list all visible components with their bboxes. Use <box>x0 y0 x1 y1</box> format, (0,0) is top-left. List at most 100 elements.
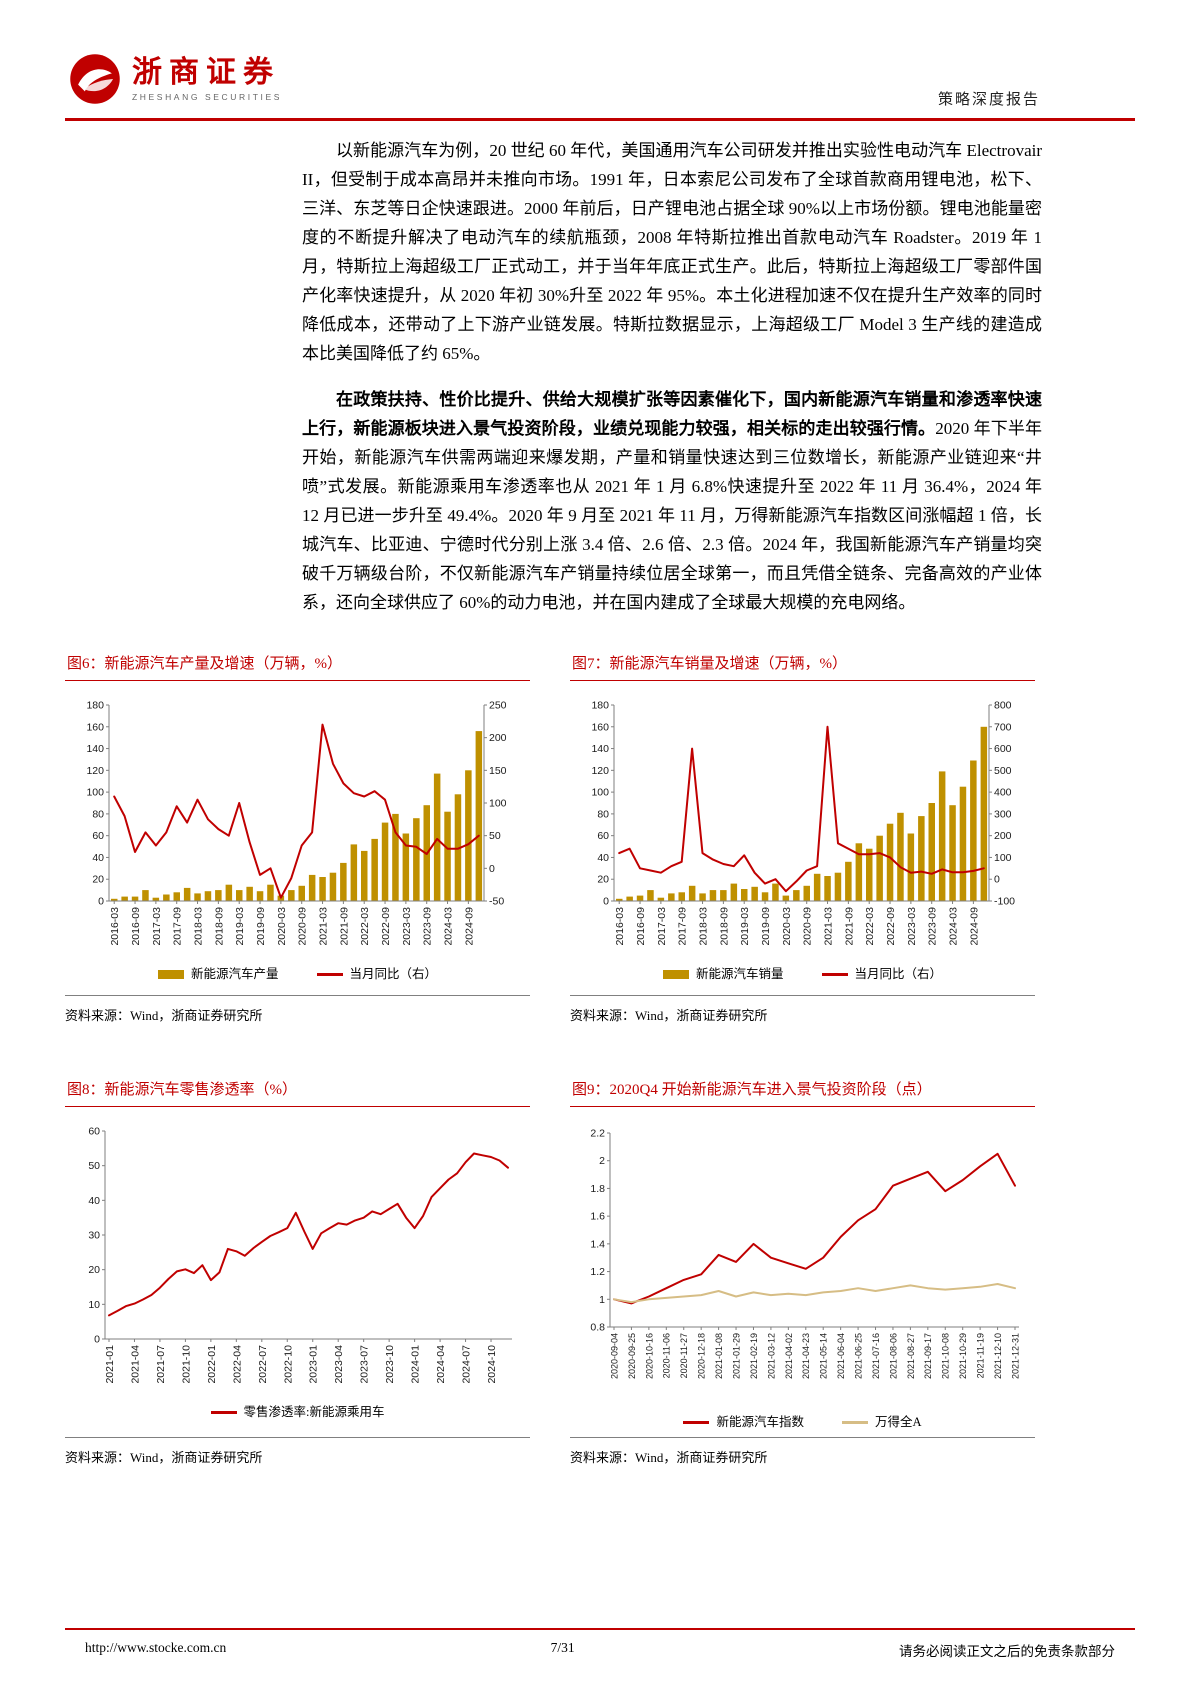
svg-text:1.6: 1.6 <box>590 1211 605 1223</box>
svg-text:2024-04: 2024-04 <box>435 1345 447 1384</box>
figure-9-legend: 新能源汽车指数 万得全A <box>570 1415 1035 1430</box>
legend-label: 新能源汽车产量 <box>190 967 279 981</box>
svg-text:2023-01: 2023-01 <box>308 1345 320 1384</box>
svg-text:2021-08-27: 2021-08-27 <box>906 1333 916 1379</box>
svg-text:2021-09: 2021-09 <box>843 907 855 946</box>
figure-9-title: 图9：2020Q4 开始新能源汽车进入景气投资阶段（点） <box>570 1078 1035 1107</box>
footer-disclaimer: 请务必阅读正文之后的免责条款部分 <box>899 1644 1115 1659</box>
svg-text:2021-05-14: 2021-05-14 <box>819 1333 829 1379</box>
svg-text:2020-11-27: 2020-11-27 <box>679 1333 689 1378</box>
footer-divider <box>65 1628 1135 1630</box>
svg-text:2016-09: 2016-09 <box>635 907 647 946</box>
svg-text:200: 200 <box>994 830 1012 842</box>
svg-text:2016-03: 2016-03 <box>109 907 121 946</box>
svg-text:2016-09: 2016-09 <box>130 907 142 946</box>
svg-text:2022-09: 2022-09 <box>380 907 392 946</box>
svg-text:2018-09: 2018-09 <box>213 907 225 946</box>
svg-text:1: 1 <box>599 1294 605 1306</box>
figures-row-1: 图6：新能源汽车产量及增速（万辆，%） 0 20 40 60 80 100 120 140 16… <box>65 652 1135 1024</box>
report-type-label: 策略深度报告 <box>937 91 1040 108</box>
svg-text:120: 120 <box>86 765 104 777</box>
svg-text:2021-06-25: 2021-06-25 <box>854 1333 864 1379</box>
legend-label: 零售渗透率:新能源乘用车 <box>243 1405 385 1419</box>
svg-text:2020-09-25: 2020-09-25 <box>627 1333 637 1379</box>
svg-text:2023-03: 2023-03 <box>401 907 413 946</box>
figure-9-source: 资料来源：Wind，浙商证券研究所 <box>570 1437 1035 1466</box>
svg-text:0: 0 <box>489 863 495 875</box>
svg-text:2021-06-04: 2021-06-04 <box>836 1333 846 1379</box>
figure-8-source: 资料来源：Wind，浙商证券研究所 <box>65 1437 530 1466</box>
svg-text:2021-03: 2021-03 <box>823 907 835 946</box>
svg-text:100: 100 <box>489 798 507 810</box>
footer: http://www.stocke.com.cn 7/31 请务必阅读正文之后的… <box>65 1640 1135 1660</box>
figure-6-source: 资料来源：Wind，浙商证券研究所 <box>65 995 530 1024</box>
svg-text:500: 500 <box>994 765 1012 777</box>
legend-label: 当月同比（右） <box>349 967 438 981</box>
svg-text:2017-09: 2017-09 <box>172 907 184 946</box>
legend-swatch-bar <box>157 970 184 979</box>
logo-icon <box>70 54 120 104</box>
svg-text:2022-01: 2022-01 <box>206 1345 218 1384</box>
legend-label: 万得全A <box>874 1415 922 1429</box>
svg-text:60: 60 <box>597 830 609 842</box>
svg-text:2020-09: 2020-09 <box>802 907 814 946</box>
logo-text: 浙商证券 ZHESHANG SECURITIES <box>132 56 282 102</box>
svg-text:2021-07: 2021-07 <box>155 1345 167 1384</box>
svg-text:40: 40 <box>88 1195 100 1207</box>
svg-text:40: 40 <box>92 852 104 864</box>
svg-text:700: 700 <box>994 721 1012 733</box>
svg-text:2024-01: 2024-01 <box>410 1345 422 1384</box>
svg-text:2023-04: 2023-04 <box>333 1345 345 1384</box>
legend-swatch-line <box>683 1421 710 1424</box>
logo-name-en: ZHESHANG SECURITIES <box>132 92 282 102</box>
legend-item: 当月同比（右） <box>316 967 438 982</box>
svg-text:2023-07: 2023-07 <box>359 1345 371 1384</box>
svg-text:2023-09: 2023-09 <box>422 907 434 946</box>
svg-text:2.2: 2.2 <box>590 1128 605 1140</box>
svg-text:10: 10 <box>88 1299 100 1311</box>
svg-text:2021-04: 2021-04 <box>129 1345 141 1384</box>
figure-8-legend: 零售渗透率:新能源乘用车 <box>65 1405 530 1420</box>
svg-text:2020-09-04: 2020-09-04 <box>609 1333 619 1379</box>
svg-text:2022-03: 2022-03 <box>359 907 371 946</box>
svg-text:2023-03: 2023-03 <box>906 907 918 946</box>
figure-6-title: 图6：新能源汽车产量及增速（万辆，%） <box>65 652 530 681</box>
figure-7-legend: 新能源汽车销量 当月同比（右） <box>570 967 1035 982</box>
svg-text:2021-04-02: 2021-04-02 <box>784 1333 794 1379</box>
svg-text:0: 0 <box>994 874 1000 886</box>
svg-text:2021-12-10: 2021-12-10 <box>993 1333 1003 1379</box>
figure-9-chart: 0.8 1 1.2 1.4 1.6 1.8 2 2.2 2020-09-04 2020-09-25… <box>570 1121 1035 1411</box>
svg-text:2024-09: 2024-09 <box>463 907 475 946</box>
legend-label: 当月同比（右） <box>854 967 943 981</box>
svg-text:2021-03: 2021-03 <box>318 907 330 946</box>
svg-text:2017-03: 2017-03 <box>151 907 163 946</box>
svg-text:2023-09: 2023-09 <box>927 907 939 946</box>
svg-text:2019-03: 2019-03 <box>234 907 246 946</box>
body-paragraph-2: 在政策扶持、性价比提升、供给大规模扩张等因素催化下，国内新能源汽车销量和渗透率快… <box>302 385 1042 617</box>
body-paragraph-2-rest: 2020 年下半年开始，新能源汽车供需两端迎来爆发期，产量和销量快速达到三位数增… <box>302 419 1043 612</box>
svg-text:2021-10-08: 2021-10-08 <box>941 1333 951 1379</box>
svg-text:2022-04: 2022-04 <box>231 1345 243 1384</box>
legend-label: 新能源汽车指数 <box>716 1415 804 1429</box>
figure-7: 图7：新能源汽车销量及增速（万辆，%） 0 20 40 60 80 100 120 140 16… <box>570 652 1035 1024</box>
footer-url[interactable]: http://www.stocke.com.cn <box>85 1640 227 1655</box>
svg-text:2021-09-17: 2021-09-17 <box>923 1333 933 1379</box>
figure-6: 图6：新能源汽车产量及增速（万辆，%） 0 20 40 60 80 100 120 140 16… <box>65 652 530 1024</box>
svg-text:2: 2 <box>599 1155 605 1167</box>
svg-text:0: 0 <box>94 1334 100 1346</box>
svg-text:2019-03: 2019-03 <box>739 907 751 946</box>
svg-text:50: 50 <box>489 830 501 842</box>
logo: 浙商证券 ZHESHANG SECURITIES <box>68 52 282 106</box>
svg-text:2022-10: 2022-10 <box>282 1345 294 1384</box>
svg-text:2021-02-19: 2021-02-19 <box>749 1333 759 1379</box>
svg-text:2020-12-18: 2020-12-18 <box>697 1333 707 1379</box>
svg-text:2021-04-23: 2021-04-23 <box>801 1333 811 1379</box>
figure-7-chart: 0 20 40 60 80 100 120 140 160 180 -100 0 100 200 300 40… <box>570 695 1035 963</box>
svg-text:2017-09: 2017-09 <box>677 907 689 946</box>
legend-swatch-bar <box>662 970 689 979</box>
logo-name-cn: 浙商证券 <box>132 56 280 89</box>
figure-8: 图8：新能源汽车零售渗透率（%） 0 10 20 30 40 50 60 2021-01 202… <box>65 1078 530 1466</box>
svg-text:2020-11-06: 2020-11-06 <box>662 1333 672 1378</box>
legend-swatch-line <box>316 973 343 976</box>
